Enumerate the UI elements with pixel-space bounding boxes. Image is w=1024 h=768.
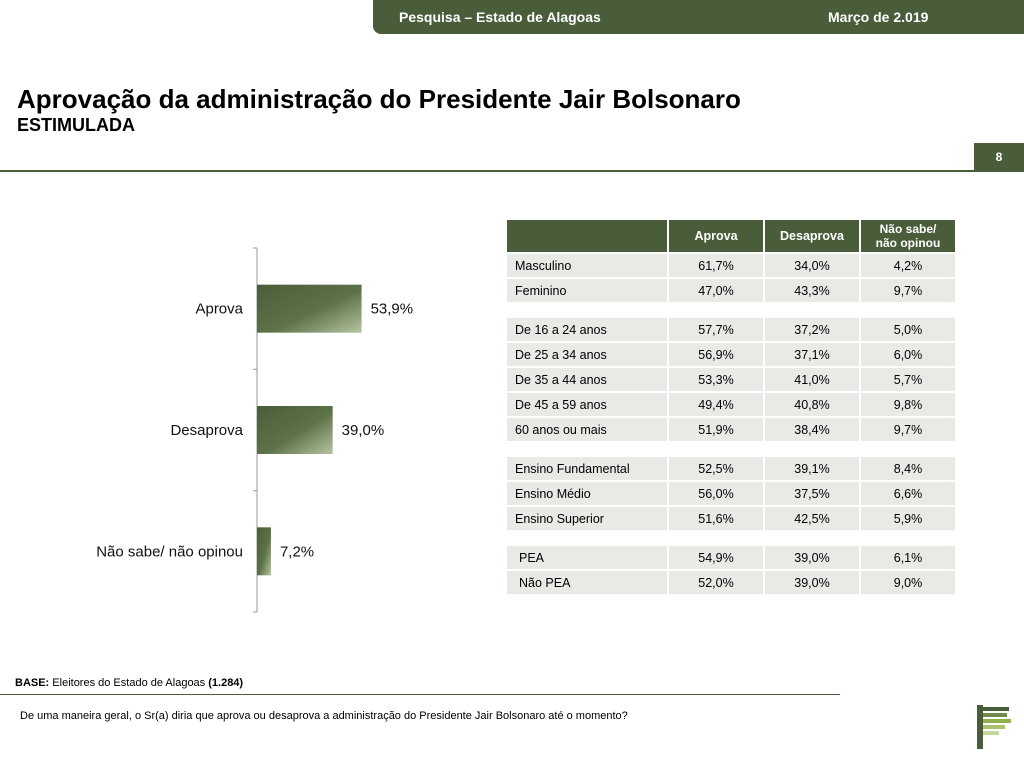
value-label: 7,2%: [280, 543, 314, 560]
header-bar: Pesquisa – Estado de Alagoas Março de 2.…: [373, 0, 1024, 34]
table-cell: 39,0%: [765, 546, 859, 569]
table-group-gap: [507, 443, 955, 455]
bar-1: [257, 406, 333, 454]
category-label: Desaprova: [170, 422, 243, 439]
table-cell: 61,7%: [669, 254, 763, 277]
row-label: 60 anos ou mais: [507, 418, 667, 441]
row-label: Ensino Fundamental: [507, 457, 667, 480]
table-cell: 5,7%: [861, 368, 955, 391]
row-label: De 16 a 24 anos: [507, 318, 667, 341]
table-cell: 52,5%: [669, 457, 763, 480]
row-label: De 45 a 59 anos: [507, 393, 667, 416]
row-label: Ensino Médio: [507, 482, 667, 505]
table-cell: 6,0%: [861, 343, 955, 366]
base-count: (1.284): [208, 677, 244, 689]
table-cell: 4,2%: [861, 254, 955, 277]
table-cell: 34,0%: [765, 254, 859, 277]
footer-divider: [0, 694, 840, 695]
table-header-blank: [507, 220, 667, 252]
table-cell: 56,9%: [669, 343, 763, 366]
table-row: Masculino 61,7% 34,0% 4,2%: [507, 254, 955, 277]
row-label: Ensino Superior: [507, 507, 667, 530]
table-cell: 52,0%: [669, 571, 763, 594]
table-body: Masculino 61,7% 34,0% 4,2% Feminino 47,0% 43,3…: [507, 254, 955, 594]
table-cell: 37,1%: [765, 343, 859, 366]
table-header-desaprova: Desaprova: [765, 220, 859, 252]
table-header-row: Aprova Desaprova Não sabe/não opinou: [507, 220, 955, 252]
approval-bar-chart: Aprova 53,9% Desaprova 39,0% Não sabe/ não o…: [96, 247, 414, 613]
base-text: Eleitores do Estado de Alagoas: [49, 677, 209, 689]
table-cell: 49,4%: [669, 393, 763, 416]
row-label: De 35 a 44 anos: [507, 368, 667, 391]
table-group-gap: [507, 532, 955, 544]
table-header-aprova: Aprova: [669, 220, 763, 252]
table-cell: 37,2%: [765, 318, 859, 341]
table-cell: 38,4%: [765, 418, 859, 441]
table-cell: 47,0%: [669, 279, 763, 302]
table-header-nao-sabe-line1: Não sabe/: [879, 222, 937, 236]
page-title: Aprovação da administração do Presidente…: [17, 84, 741, 114]
table-row: De 35 a 44 anos 53,3% 41,0% 5,7%: [507, 368, 955, 391]
table-row: Ensino Superior 51,6% 42,5% 5,9%: [507, 507, 955, 530]
table-cell: 43,3%: [765, 279, 859, 302]
table-header-nao-sabe-line2: não opinou: [875, 236, 941, 250]
table-cell: 6,6%: [861, 482, 955, 505]
row-label: PEA: [507, 546, 667, 569]
bar-0: [257, 284, 362, 333]
approval-breakdown-table: Aprova Desaprova Não sabe/não opinou Mas…: [505, 218, 957, 596]
category-label: Não sabe/ não opinou: [96, 543, 243, 560]
table-cell: 5,0%: [861, 318, 955, 341]
table-cell: 51,9%: [669, 418, 763, 441]
row-label: De 25 a 34 anos: [507, 343, 667, 366]
bar-2: [257, 527, 271, 576]
base-label: BASE:: [15, 677, 50, 689]
table-cell: 9,7%: [861, 418, 955, 441]
table-cell: 57,7%: [669, 318, 763, 341]
table-row: De 45 a 59 anos 49,4% 40,8% 9,8%: [507, 393, 955, 416]
table-row: De 25 a 34 anos 56,9% 37,1% 6,0%: [507, 343, 955, 366]
row-label: Feminino: [507, 279, 667, 302]
table-cell: 40,8%: [765, 393, 859, 416]
table-cell: 9,8%: [861, 393, 955, 416]
value-label: 39,0%: [342, 422, 385, 439]
table-group-gap: [507, 304, 955, 316]
table-cell: 6,1%: [861, 546, 955, 569]
table-cell: 9,0%: [861, 571, 955, 594]
table-cell: 8,4%: [861, 457, 955, 480]
table-cell: 39,1%: [765, 457, 859, 480]
table-cell: 53,3%: [669, 368, 763, 391]
survey-title: Pesquisa – Estado de Alagoas: [399, 9, 601, 25]
page-number: 8: [974, 143, 1024, 170]
row-label: Masculino: [507, 254, 667, 277]
row-label: Não PEA: [507, 571, 667, 594]
table-cell: 39,0%: [765, 571, 859, 594]
table-cell: 56,0%: [669, 482, 763, 505]
category-label: Aprova: [195, 301, 243, 318]
table-row: Feminino 47,0% 43,3% 9,7%: [507, 279, 955, 302]
page-subtitle: ESTIMULADA: [17, 115, 135, 135]
table-row: De 16 a 24 anos 57,7% 37,2% 5,0%: [507, 318, 955, 341]
table-cell: 37,5%: [765, 482, 859, 505]
table-cell: 54,9%: [669, 546, 763, 569]
value-label: 53,9%: [371, 301, 414, 318]
table-row: PEA 54,9% 39,0% 6,1%: [507, 546, 955, 569]
survey-date: Março de 2.019: [828, 9, 929, 25]
company-logo: [977, 705, 1011, 749]
survey-question: De uma maneira geral, o Sr(a) diria que …: [20, 710, 628, 722]
table-header-nao-sabe: Não sabe/não opinou: [861, 220, 955, 252]
table-cell: 42,5%: [765, 507, 859, 530]
table-row: Não PEA 52,0% 39,0% 9,0%: [507, 571, 955, 594]
table-cell: 41,0%: [765, 368, 859, 391]
table-cell: 51,6%: [669, 507, 763, 530]
title-divider: [0, 170, 1024, 172]
table-row: 60 anos ou mais 51,9% 38,4% 9,7%: [507, 418, 955, 441]
table-row: Ensino Médio 56,0% 37,5% 6,6%: [507, 482, 955, 505]
table-cell: 9,7%: [861, 279, 955, 302]
base-note: BASE: Eleitores do Estado de Alagoas (1.…: [15, 677, 243, 689]
table-row: Ensino Fundamental 52,5% 39,1% 8,4%: [507, 457, 955, 480]
table-cell: 5,9%: [861, 507, 955, 530]
